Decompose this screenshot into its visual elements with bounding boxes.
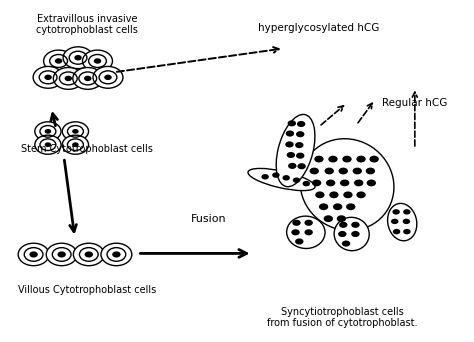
Circle shape [312,180,321,186]
Circle shape [295,238,303,245]
Circle shape [101,243,132,266]
Circle shape [325,168,334,174]
Circle shape [84,76,91,81]
Circle shape [82,50,112,72]
Circle shape [63,47,93,69]
Circle shape [293,177,300,183]
Circle shape [304,220,313,226]
Circle shape [315,192,325,198]
Circle shape [326,180,335,186]
Circle shape [351,222,360,228]
Circle shape [324,215,333,222]
Circle shape [94,58,101,64]
Circle shape [73,67,103,89]
Circle shape [288,163,297,169]
Circle shape [333,203,342,210]
Ellipse shape [300,139,394,231]
Circle shape [62,135,89,154]
Circle shape [285,141,294,147]
Circle shape [353,168,362,174]
Text: Regular hCG: Regular hCG [382,98,447,108]
Circle shape [33,66,63,88]
Circle shape [283,175,290,181]
Circle shape [304,229,313,235]
Circle shape [343,192,353,198]
Circle shape [342,156,352,162]
Circle shape [310,168,319,174]
Circle shape [393,229,401,234]
Circle shape [93,66,123,88]
Circle shape [74,55,82,61]
Text: Villous Cytotrophoblast cells: Villous Cytotrophoblast cells [18,285,156,295]
Circle shape [72,142,79,147]
Circle shape [367,180,376,186]
Circle shape [297,163,306,169]
Circle shape [356,192,366,198]
Circle shape [338,231,346,237]
Ellipse shape [334,217,369,251]
Circle shape [286,130,294,136]
Text: Stem Cytotrophoblast cells: Stem Cytotrophoblast cells [21,144,153,154]
Circle shape [104,75,112,80]
Circle shape [45,75,52,80]
Circle shape [351,231,360,237]
Circle shape [366,168,375,174]
Ellipse shape [287,216,325,249]
Circle shape [328,156,337,162]
Circle shape [337,215,346,222]
Circle shape [72,129,79,134]
Text: Fusion: Fusion [191,214,227,224]
Circle shape [54,67,83,89]
Circle shape [340,180,349,186]
Circle shape [18,243,49,266]
Circle shape [369,156,379,162]
Circle shape [342,240,350,247]
Circle shape [292,229,300,235]
Circle shape [297,121,305,127]
Text: Syncytiotrophoblast cells
from fusion of cytotrophoblast.: Syncytiotrophoblast cells from fusion of… [267,307,418,328]
Circle shape [112,251,120,258]
Circle shape [338,168,348,174]
Circle shape [46,243,77,266]
Circle shape [287,152,295,158]
Circle shape [391,219,399,224]
Circle shape [356,156,366,162]
Circle shape [339,222,347,228]
Circle shape [64,76,72,81]
Circle shape [272,172,280,178]
Circle shape [296,153,304,159]
Text: Extravillous invasive
cytotrophoblast cells: Extravillous invasive cytotrophoblast ce… [36,14,138,35]
Circle shape [295,142,303,148]
Circle shape [57,251,66,258]
Circle shape [261,174,269,180]
Circle shape [354,180,364,186]
Circle shape [73,243,104,266]
Circle shape [62,122,89,141]
Circle shape [403,209,410,214]
Circle shape [329,192,338,198]
Circle shape [45,142,51,147]
Circle shape [403,219,410,224]
Circle shape [302,181,310,186]
Circle shape [346,203,356,210]
Circle shape [29,251,38,258]
Circle shape [392,209,400,214]
Circle shape [84,251,93,258]
Circle shape [45,129,51,134]
Circle shape [288,120,296,127]
Circle shape [35,135,61,154]
Ellipse shape [388,203,417,241]
Ellipse shape [276,115,315,187]
Circle shape [319,203,328,210]
Circle shape [314,156,324,162]
Text: hyperglycosylated hCG: hyperglycosylated hCG [258,23,380,33]
Circle shape [55,58,62,64]
Ellipse shape [248,169,315,190]
Circle shape [44,50,73,72]
Circle shape [403,229,410,234]
Circle shape [296,131,304,137]
Circle shape [292,220,301,226]
Circle shape [35,122,61,141]
